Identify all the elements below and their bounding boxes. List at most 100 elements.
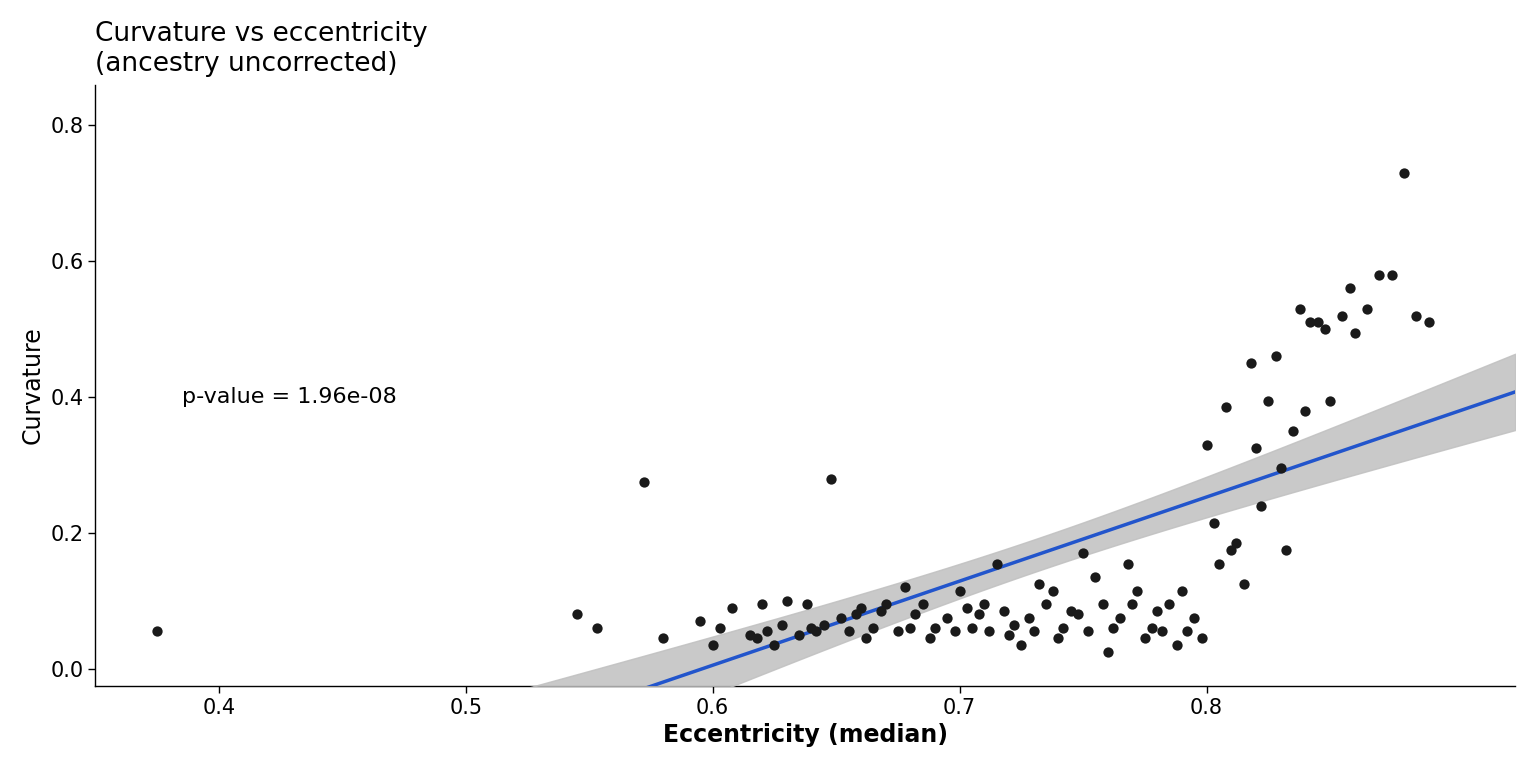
- Point: [762, 639, 786, 651]
- Point: [1313, 323, 1338, 336]
- Point: [968, 608, 992, 621]
- Point: [1249, 500, 1273, 512]
- Point: [1140, 622, 1164, 634]
- Point: [1169, 584, 1193, 597]
- Point: [1091, 598, 1115, 611]
- Point: [1330, 310, 1355, 322]
- Point: [144, 625, 169, 637]
- Point: [1150, 625, 1175, 637]
- Point: [1009, 639, 1034, 651]
- Point: [1144, 605, 1169, 617]
- Y-axis label: Curvature: Curvature: [22, 326, 45, 444]
- Point: [1075, 625, 1100, 637]
- Point: [651, 632, 676, 644]
- Point: [886, 625, 911, 637]
- Point: [955, 601, 980, 614]
- Point: [1213, 401, 1238, 413]
- Point: [750, 598, 774, 611]
- Point: [584, 622, 608, 634]
- Point: [868, 605, 892, 617]
- Point: [565, 608, 590, 621]
- Point: [805, 625, 829, 637]
- Point: [874, 598, 899, 611]
- X-axis label: Eccentricity (median): Eccentricity (median): [664, 723, 948, 747]
- Point: [1132, 632, 1157, 644]
- Point: [1021, 625, 1046, 637]
- Point: [1195, 439, 1220, 451]
- Text: p-value = 1.96e-08: p-value = 1.96e-08: [181, 387, 396, 407]
- Point: [1157, 598, 1181, 611]
- Point: [1306, 316, 1330, 329]
- Point: [1051, 622, 1075, 634]
- Point: [1244, 442, 1269, 454]
- Point: [811, 618, 836, 631]
- Point: [1281, 425, 1306, 437]
- Point: [1238, 357, 1263, 369]
- Point: [843, 608, 868, 621]
- Point: [1201, 517, 1226, 529]
- Point: [1001, 618, 1026, 631]
- Point: [829, 612, 854, 624]
- Point: [1355, 303, 1379, 315]
- Point: [1046, 632, 1071, 644]
- Point: [1379, 269, 1404, 281]
- Point: [688, 615, 713, 627]
- Point: [1404, 310, 1428, 322]
- Point: [1269, 462, 1293, 475]
- Point: [985, 558, 1009, 570]
- Point: [1342, 326, 1367, 339]
- Point: [745, 632, 770, 644]
- Point: [892, 581, 917, 594]
- Point: [860, 622, 885, 634]
- Point: [960, 622, 985, 634]
- Point: [1181, 612, 1206, 624]
- Point: [1298, 316, 1322, 329]
- Point: [1273, 544, 1298, 556]
- Point: [1095, 646, 1120, 658]
- Point: [1124, 584, 1149, 597]
- Point: [1189, 632, 1213, 644]
- Point: [923, 622, 948, 634]
- Point: [631, 476, 656, 488]
- Point: [1017, 612, 1041, 624]
- Point: [720, 601, 745, 614]
- Point: [1115, 558, 1140, 570]
- Point: [1041, 584, 1066, 597]
- Point: [1034, 598, 1058, 611]
- Point: [917, 632, 942, 644]
- Point: [819, 472, 843, 485]
- Point: [700, 639, 725, 651]
- Point: [1392, 167, 1416, 179]
- Point: [1071, 548, 1095, 560]
- Point: [754, 625, 779, 637]
- Point: [1066, 608, 1091, 621]
- Point: [1318, 395, 1342, 407]
- Point: [1100, 622, 1124, 634]
- Point: [1083, 571, 1107, 583]
- Point: [1058, 605, 1083, 617]
- Point: [848, 601, 872, 614]
- Point: [977, 625, 1001, 637]
- Point: [911, 598, 935, 611]
- Point: [1256, 395, 1281, 407]
- Point: [836, 625, 860, 637]
- Point: [1220, 544, 1244, 556]
- Point: [992, 605, 1017, 617]
- Point: [1207, 558, 1232, 570]
- Point: [1120, 598, 1144, 611]
- Point: [1367, 269, 1392, 281]
- Point: [1026, 578, 1051, 590]
- Point: [786, 629, 811, 641]
- Point: [1264, 350, 1289, 362]
- Point: [1164, 639, 1189, 651]
- Point: [903, 608, 928, 621]
- Point: [1293, 405, 1318, 417]
- Point: [774, 594, 799, 607]
- Point: [708, 622, 733, 634]
- Point: [1107, 612, 1132, 624]
- Point: [1416, 316, 1441, 329]
- Text: Curvature vs eccentricity
(ancestry uncorrected): Curvature vs eccentricity (ancestry unco…: [95, 21, 429, 77]
- Point: [854, 632, 879, 644]
- Point: [799, 622, 823, 634]
- Point: [770, 618, 794, 631]
